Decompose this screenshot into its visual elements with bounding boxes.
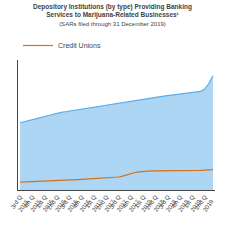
svg-text:3rd Q2018: 3rd Q2018 xyxy=(158,194,178,215)
svg-text:1st Q2017: 1st Q2017 xyxy=(84,194,104,214)
svg-text:4th Q2018: 4th Q2018 xyxy=(170,194,190,214)
svg-text:3rd Q2016: 3rd Q2016 xyxy=(59,194,79,215)
svg-text:1st Q2016: 1st Q2016 xyxy=(35,194,55,214)
svg-text:3rd Q2017: 3rd Q2017 xyxy=(108,194,128,215)
svg-text:2nd Q2019: 2nd Q2019 xyxy=(194,194,215,216)
svg-text:4th Q2015: 4th Q2015 xyxy=(22,194,42,214)
svg-text:Depository Institutions (by ty: Depository Institutions (by type) Provid… xyxy=(33,3,192,27)
svg-text:2nd Q2018: 2nd Q2018 xyxy=(144,194,165,216)
svg-text:2nd Q2016: 2nd Q2016 xyxy=(46,194,67,216)
svg-text:3rd Q2015: 3rd Q2015 xyxy=(10,194,30,215)
svg-text:4th Q2016: 4th Q2016 xyxy=(72,194,92,214)
svg-text:1st Q2019: 1st Q2019 xyxy=(183,194,203,214)
svg-text:2nd Q2017: 2nd Q2017 xyxy=(95,194,116,216)
svg-text:4th Q2017: 4th Q2017 xyxy=(121,194,141,214)
svg-text:1st Q2018: 1st Q2018 xyxy=(133,194,153,214)
svg-text:Credit Unions: Credit Unions xyxy=(58,42,101,49)
